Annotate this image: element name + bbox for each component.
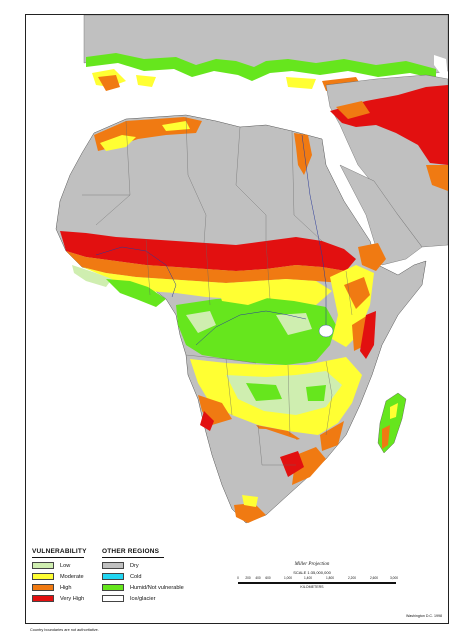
southern-humid-patch <box>246 383 326 401</box>
legend-divider <box>102 557 164 558</box>
west-africa-humid <box>106 279 166 307</box>
cape-moderate <box>242 495 258 507</box>
maghreb-moderate <box>100 121 190 151</box>
legend: VULNERABILITY OTHER REGIONS Low Moderate… <box>32 548 200 610</box>
legend-label: Ice/glacier <box>130 595 156 602</box>
legend-swatch <box>102 573 124 580</box>
scale-tick: 0 <box>237 576 239 580</box>
scale-tick: 400 <box>255 576 261 580</box>
nile-river <box>301 134 327 325</box>
scale-tick: 200 <box>245 576 251 580</box>
credit-text: Washington D.C. 1998 <box>406 614 443 618</box>
cape-region <box>234 503 266 523</box>
kalahari-dry <box>218 427 308 501</box>
africa-vulnerability-map[interactable] <box>26 15 448 543</box>
sahel-high-band <box>66 251 346 283</box>
central-moderate <box>216 283 276 305</box>
east-coast-very-high <box>360 311 376 359</box>
madagascar-high <box>382 425 390 449</box>
legend-item-ice-glacier: Ice/glacier <box>102 595 156 602</box>
country-boundaries <box>82 116 353 466</box>
legend-item-low: Low <box>32 562 70 569</box>
scale-tick: 600 <box>265 576 271 580</box>
scale-tick: 3,000 <box>390 576 398 580</box>
lake-victoria <box>318 324 334 338</box>
southern-low <box>226 371 342 415</box>
legend-label: Very High <box>60 595 85 602</box>
niger-river <box>95 246 177 298</box>
middle-east-high <box>336 101 448 191</box>
scale-unit: KILOMETERS <box>300 585 324 589</box>
scale-tick: 1,400 <box>304 576 312 580</box>
vulnerability-legend-title: VULNERABILITY <box>32 548 87 555</box>
scale-tick: 1,800 <box>326 576 334 580</box>
scale-ticks: 0 200 400 600 1,000 1,400 1,800 2,200 2,… <box>230 576 400 582</box>
projection-label: Miller Projection <box>294 562 330 567</box>
south-africa-east-high <box>292 447 326 485</box>
congo-basin-low <box>186 311 312 335</box>
south-africa-very-high <box>280 451 304 477</box>
scale-ratio: SCALE 1:35,000,000 <box>293 570 331 575</box>
legend-swatch <box>32 562 54 569</box>
legend-item-humid: Humid/Not vulnerable <box>102 584 184 591</box>
map-canvas[interactable] <box>26 15 448 543</box>
scale-tick: 1,000 <box>284 576 292 580</box>
caspian-sea <box>434 55 448 77</box>
legend-label: Dry <box>130 562 139 569</box>
legend-swatch <box>102 584 124 591</box>
legend-item-cold: Cold <box>102 573 142 580</box>
boundary-disclaimer: Country boundaries are not authoritative… <box>30 628 99 632</box>
legend-swatch <box>102 595 124 602</box>
legend-label: Moderate <box>60 573 84 580</box>
red-sea <box>326 165 378 241</box>
legend-item-high: High <box>32 584 72 591</box>
legend-item-dry: Dry <box>102 562 139 569</box>
nile-delta <box>294 133 312 175</box>
scale-tick: 2,200 <box>348 576 356 580</box>
madagascar-moderate <box>390 403 398 419</box>
other-regions-legend-title: OTHER REGIONS <box>102 548 160 555</box>
legend-divider <box>32 557 84 558</box>
legend-swatch <box>32 573 54 580</box>
scale-bar <box>238 582 396 584</box>
west-africa-low <box>72 265 112 287</box>
legend-label: High <box>60 584 72 591</box>
ethiopia-highlands <box>358 243 386 271</box>
europe-green-band <box>86 53 436 81</box>
europe-moderate-patch <box>92 69 316 89</box>
legend-item-very-high: Very High <box>32 595 84 602</box>
legend-swatch <box>102 562 124 569</box>
legend-label: Cold <box>130 573 142 580</box>
legend-swatch <box>32 584 54 591</box>
arabian-peninsula <box>339 164 423 266</box>
legend-label: Low <box>60 562 71 569</box>
legend-swatch <box>32 595 54 602</box>
scale-tick: 2,600 <box>370 576 378 580</box>
sahel-very-high-band <box>60 231 356 271</box>
legend-label: Humid/Not vulnerable <box>130 584 184 591</box>
legend-item-moderate: Moderate <box>32 573 84 580</box>
scale-block: Miller Projection SCALE 1:35,000,000 0 2… <box>230 560 400 590</box>
congo-river <box>195 310 307 346</box>
